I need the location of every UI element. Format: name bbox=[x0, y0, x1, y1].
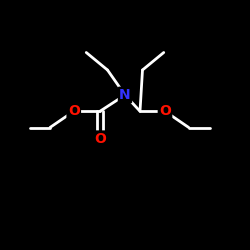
Text: N: N bbox=[119, 88, 131, 102]
Text: O: O bbox=[159, 104, 171, 118]
Text: O: O bbox=[68, 104, 80, 118]
Text: O: O bbox=[94, 132, 106, 146]
